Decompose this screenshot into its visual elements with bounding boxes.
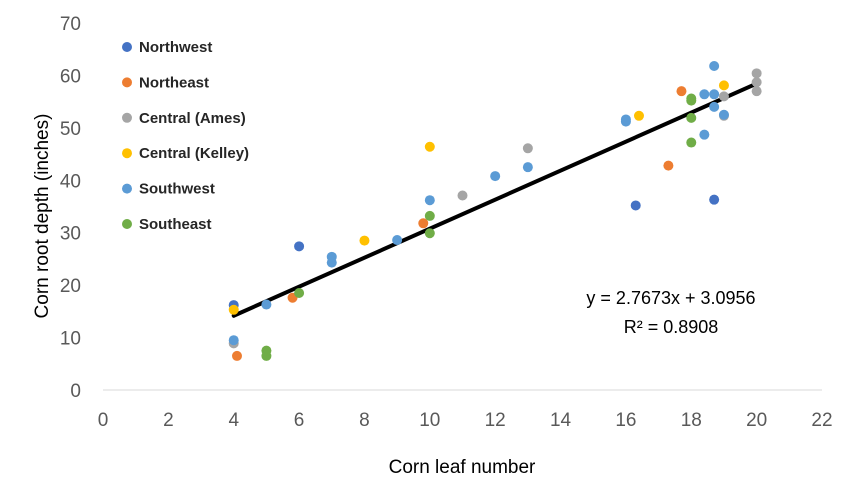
- data-point: [751, 86, 762, 97]
- legend-label: Northwest: [139, 39, 212, 56]
- legend-marker: [122, 183, 132, 194]
- data-point: [686, 93, 697, 104]
- y-tick-label: 70: [60, 14, 81, 35]
- trendline-equation: y = 2.7673x + 3.0956: [586, 288, 755, 308]
- data-point: [751, 77, 762, 88]
- legend-marker: [122, 112, 132, 123]
- x-tick-label: 16: [615, 410, 636, 431]
- data-point: [718, 91, 729, 102]
- trendline-r-squared: R² = 0.8908: [624, 317, 719, 337]
- y-tick-label: 10: [60, 329, 81, 350]
- data-point: [359, 235, 370, 246]
- y-tick-label: 40: [60, 171, 81, 192]
- x-tick-label: 14: [550, 410, 572, 431]
- trendline: [231, 81, 759, 318]
- data-point: [261, 345, 272, 356]
- data-point: [261, 299, 272, 310]
- y-tick-label: 50: [60, 119, 81, 140]
- data-point: [709, 89, 720, 100]
- x-tick-label: 18: [681, 410, 702, 431]
- x-tick-label: 6: [294, 410, 305, 431]
- data-point: [522, 143, 533, 154]
- data-point: [709, 194, 720, 205]
- data-point: [620, 114, 631, 125]
- data-point: [686, 112, 697, 123]
- data-point: [633, 110, 644, 121]
- y-tick-labels: 0 10 20 30 40 50 60 70: [60, 14, 81, 402]
- legend-label: Southeast: [139, 216, 212, 233]
- data-point: [228, 304, 239, 315]
- y-tick-label: 30: [60, 224, 81, 245]
- data-point: [718, 109, 729, 120]
- data-point: [392, 235, 403, 246]
- data-point: [326, 251, 337, 262]
- legend-label: Central (Ames): [139, 110, 246, 127]
- data-point: [709, 60, 720, 71]
- y-axis-title: Corn root depth (inches): [32, 114, 53, 319]
- data-points: [228, 60, 762, 361]
- data-point: [630, 200, 641, 211]
- x-tick-label: 4: [228, 410, 239, 431]
- data-point: [699, 129, 710, 140]
- data-point: [424, 210, 435, 221]
- legend-label: Central (Kelley): [139, 145, 249, 162]
- data-point: [686, 137, 697, 148]
- data-point: [718, 80, 729, 91]
- data-point: [418, 218, 429, 229]
- data-point: [751, 68, 762, 79]
- legend-marker: [122, 219, 132, 229]
- x-tick-label: 0: [98, 410, 109, 431]
- x-tick-label: 10: [419, 410, 440, 431]
- x-tick-label: 2: [163, 410, 174, 431]
- x-axis-title: Corn leaf number: [389, 457, 536, 478]
- data-point: [294, 241, 305, 252]
- data-point: [424, 228, 435, 239]
- x-tick-label: 12: [485, 410, 506, 431]
- data-point: [522, 162, 533, 173]
- data-point: [424, 195, 435, 206]
- data-point: [709, 101, 720, 112]
- trendline-group: [231, 81, 759, 318]
- legend-label: Northeast: [139, 74, 209, 91]
- y-tick-label: 20: [60, 276, 81, 297]
- legend: Northwest Northeast Central (Ames) Central …: [122, 39, 249, 233]
- data-point: [231, 350, 242, 361]
- legend-marker: [122, 77, 132, 88]
- legend-label: Southwest: [139, 181, 215, 198]
- legend-marker: [122, 42, 132, 52]
- data-point: [457, 190, 468, 201]
- x-tick-labels: 0 2 4 6 8 10 12 14 16 18 20 22: [98, 410, 833, 431]
- y-tick-label: 60: [60, 66, 81, 87]
- data-point: [490, 171, 501, 182]
- x-tick-label: 22: [811, 410, 832, 431]
- y-tick-label: 0: [70, 381, 81, 402]
- data-point: [699, 89, 710, 100]
- data-point: [663, 160, 674, 171]
- data-point: [294, 288, 305, 299]
- legend-marker: [122, 148, 132, 159]
- data-point: [424, 141, 435, 152]
- data-point: [228, 335, 239, 346]
- data-point: [676, 86, 687, 97]
- x-tick-label: 20: [746, 410, 767, 431]
- x-tick-label: 8: [359, 410, 370, 431]
